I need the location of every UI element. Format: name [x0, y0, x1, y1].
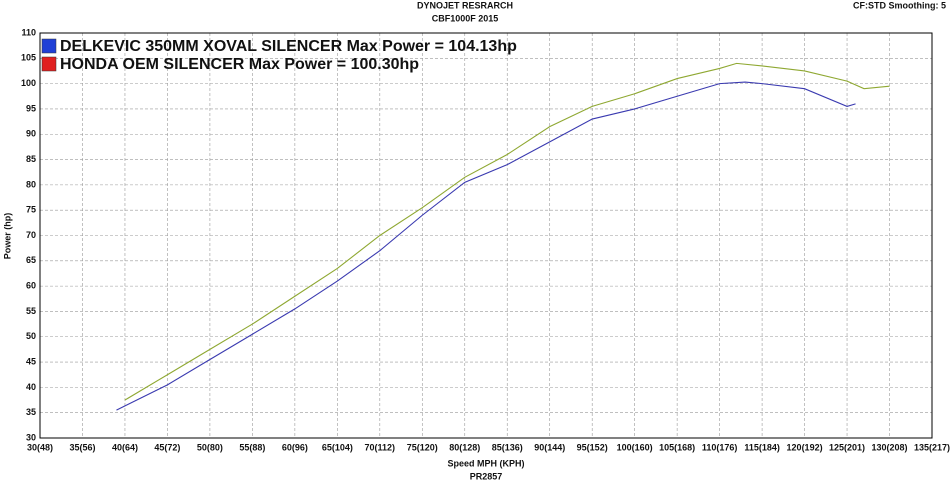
legend-swatch	[41, 38, 57, 54]
x-tick-label: 45(72)	[154, 442, 180, 452]
chart-subtitle: CBF1000F 2015	[432, 13, 499, 23]
x-tick-label: 70(112)	[365, 442, 396, 452]
legend-swatch	[41, 56, 57, 72]
x-tick-label: 115(184)	[744, 442, 780, 452]
y-tick-label: 55	[26, 306, 36, 316]
x-tick-label: 85(136)	[492, 442, 523, 452]
x-tick-label: 30(48)	[27, 442, 53, 452]
y-tick-label: 40	[26, 382, 36, 392]
x-tick-label: 125(201)	[829, 442, 865, 452]
x-tick-label: 35(56)	[69, 442, 95, 452]
x-tick-label: 105(168)	[659, 442, 695, 452]
x-tick-label: 60(96)	[282, 442, 308, 452]
series-line	[116, 81, 856, 411]
y-tick-label: 65	[26, 255, 36, 265]
y-tick-label: 30	[26, 432, 36, 442]
y-tick-label: 45	[26, 356, 36, 366]
y-tick-label: 35	[26, 407, 36, 417]
y-tick-label: 95	[26, 103, 36, 113]
y-tick-label: 90	[26, 129, 36, 139]
x-tick-label: 90(144)	[534, 442, 565, 452]
y-tick-label: 110	[21, 27, 36, 37]
x-tick-label: 55(88)	[239, 442, 265, 452]
x-tick-label: 120(192)	[787, 442, 823, 452]
x-tick-label: 110(176)	[702, 442, 738, 452]
x-tick-label: 80(128)	[449, 442, 480, 452]
series-line	[124, 62, 890, 401]
x-tick-label: 75(120)	[407, 442, 438, 452]
x-tick-label: 95(152)	[577, 442, 608, 452]
y-axis-label: Power (hp)	[2, 213, 12, 260]
x-tick-label: 135(217)	[914, 442, 950, 452]
x-tick-label: 100(160)	[617, 442, 653, 452]
legend-label: DELKEVIC 350MM XOVAL SILENCER Max Power …	[60, 38, 517, 55]
y-tick-label: 80	[26, 179, 36, 189]
x-tick-label: 40(64)	[112, 442, 138, 452]
corner-note: CF:STD Smoothing: 5	[853, 0, 946, 10]
y-tick-label: 105	[21, 53, 36, 63]
y-tick-label: 85	[26, 154, 36, 164]
x-tick-label: 65(104)	[322, 442, 353, 452]
x-tick-label: 130(208)	[872, 442, 908, 452]
plot-frame	[39, 32, 933, 439]
y-tick-label: 50	[26, 331, 36, 341]
y-tick-label: 100	[21, 78, 36, 88]
x-tick-label: 50(80)	[197, 442, 223, 452]
y-tick-label: 70	[26, 230, 36, 240]
legend-label: HONDA OEM SILENCER Max Power = 100.30hp	[60, 56, 419, 73]
x-axis-label: Speed MPH (KPH)	[447, 458, 524, 468]
chart-title: DYNOJET RESRARCH	[417, 0, 513, 10]
footer: PR2857	[470, 471, 503, 481]
y-tick-label: 75	[26, 205, 36, 215]
y-tick-label: 60	[26, 281, 36, 291]
